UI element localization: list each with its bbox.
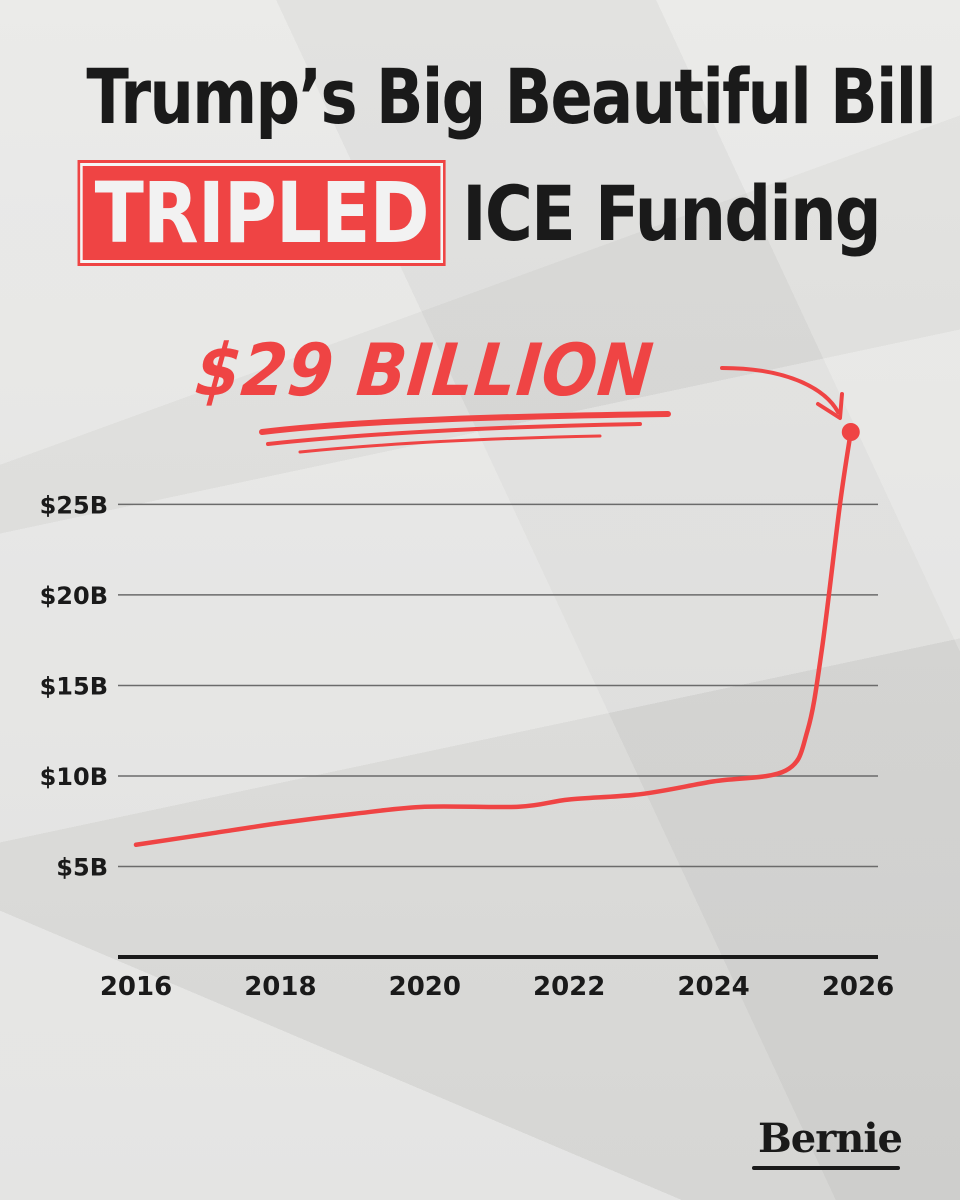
y-tick-label-20: $20B bbox=[40, 582, 108, 610]
x-tick-label-2026: 2026 bbox=[822, 972, 894, 1002]
title-ice-funding: ICE Funding bbox=[462, 168, 881, 258]
title-line-2: TRIPLED ICE Funding bbox=[67, 160, 893, 266]
callout-arrow bbox=[720, 366, 844, 420]
y-tick-label-5: $5B bbox=[56, 853, 108, 881]
x-tick-label-2020: 2020 bbox=[389, 972, 461, 1002]
y-tick-label-25: $25B bbox=[40, 491, 108, 519]
x-tick-label-2016: 2016 bbox=[100, 972, 172, 1002]
data-points bbox=[135, 423, 860, 845]
series-lines bbox=[133, 429, 854, 848]
bernie-logo: Bernie bbox=[757, 1115, 903, 1162]
series-line-0 bbox=[133, 429, 854, 848]
x-tick-labels: 2016 2018 2020 2022 2024 2026 bbox=[100, 972, 894, 1002]
x-tick-label-2018: 2018 bbox=[244, 972, 316, 1002]
endpoint-marker bbox=[841, 423, 860, 441]
title-line-1: Trump’s Big Beautiful Bill bbox=[86, 52, 936, 141]
logo-underline bbox=[752, 1166, 900, 1170]
title-highlight-tripled: TRIPLED bbox=[77, 160, 446, 266]
x-tick-label-2024: 2024 bbox=[677, 972, 749, 1002]
y-tick-label-10: $10B bbox=[40, 763, 108, 791]
x-tick-label-2022: 2022 bbox=[533, 972, 605, 1002]
y-tick-label-15: $15B bbox=[40, 672, 108, 700]
y-tick-labels: $5B $10B $15B $20B $25B bbox=[40, 491, 108, 881]
callout-underline bbox=[259, 411, 671, 454]
grid-lines bbox=[118, 503, 878, 868]
